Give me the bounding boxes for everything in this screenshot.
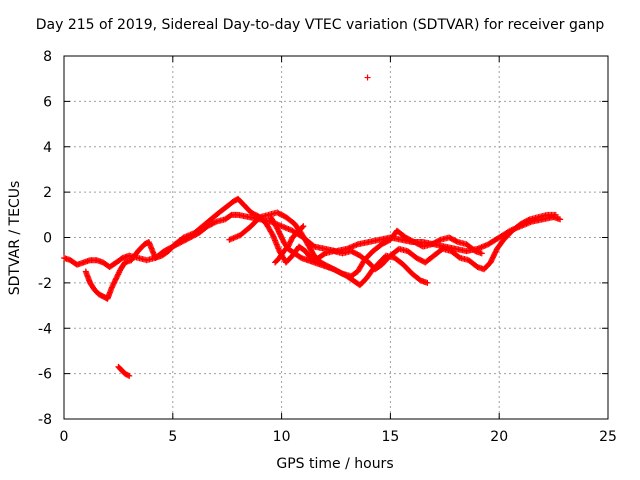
- y-axis-label: SDTVAR / TECUs: [7, 180, 23, 296]
- grid-lines: [64, 56, 608, 419]
- y-tick-label: 0: [43, 231, 52, 247]
- data-point: [126, 372, 133, 379]
- data-point: [300, 223, 307, 230]
- x-tick-label: 15: [381, 429, 399, 445]
- data-point: [338, 270, 345, 277]
- chart-title: Day 215 of 2019, Sidereal Day-to-day VTE…: [35, 17, 605, 33]
- data-point: [478, 250, 485, 257]
- data-point: [453, 238, 460, 245]
- y-tick-label: 8: [43, 49, 52, 65]
- x-tick-label: 10: [273, 429, 291, 445]
- x-tick-label: 25: [599, 429, 617, 445]
- y-tick-label: -2: [38, 276, 52, 292]
- data-point: [525, 216, 532, 223]
- x-tick-label: 0: [60, 429, 69, 445]
- y-tick-label: 4: [43, 140, 52, 156]
- data-point: [212, 219, 219, 226]
- data-points: [61, 74, 564, 379]
- axis-ticks: 0 5 10 15 20 25 -8 -6 -4 -2 0 2 4 6 8: [38, 49, 617, 445]
- y-tick-label: 6: [43, 94, 52, 110]
- data-point: [557, 216, 564, 223]
- data-point: [299, 224, 306, 231]
- y-tick-label: -8: [38, 412, 52, 428]
- y-tick-label: -4: [38, 321, 52, 337]
- data-point: [424, 279, 431, 286]
- y-tick-label: -6: [38, 367, 52, 383]
- x-axis-label: GPS time / hours: [276, 456, 394, 472]
- x-tick-label: 20: [490, 429, 508, 445]
- data-point: [364, 74, 371, 81]
- x-tick-label: 5: [168, 429, 177, 445]
- data-point: [436, 237, 443, 244]
- data-point: [552, 211, 559, 218]
- y-tick-label: 2: [43, 185, 52, 201]
